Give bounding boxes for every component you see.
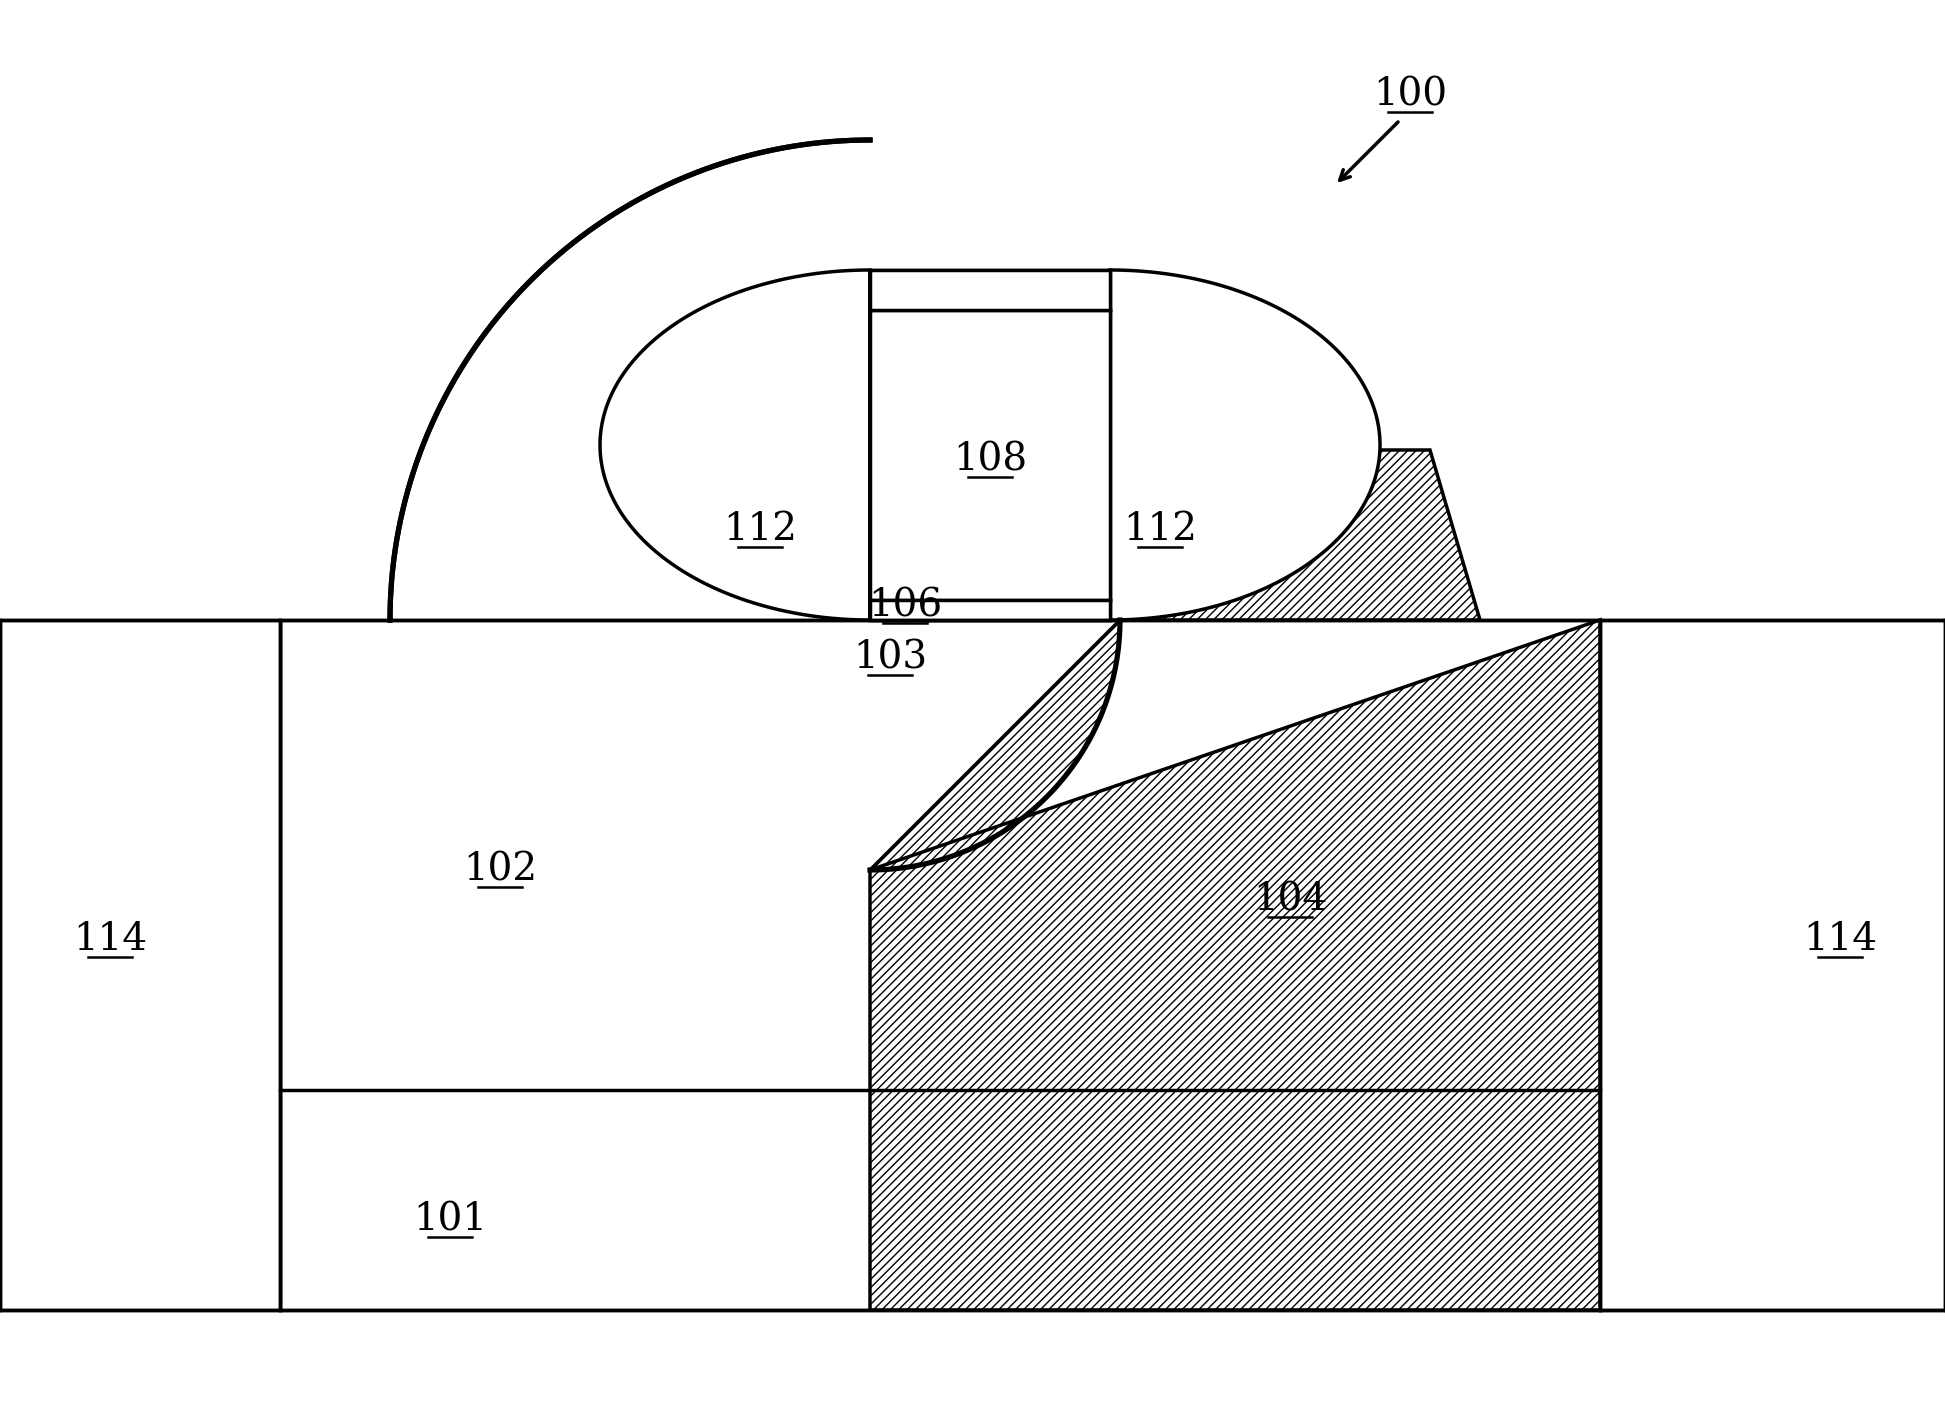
Text: 104: 104 [1253, 881, 1326, 918]
Bar [280, 620, 1601, 1309]
Text: 108: 108 [953, 442, 1027, 479]
Polygon shape [869, 620, 1601, 1309]
Bar [869, 310, 1111, 600]
Bar [869, 310, 1111, 600]
Text: 103: 103 [854, 639, 928, 676]
Bar [1601, 620, 1945, 1309]
Text: 100: 100 [1373, 76, 1447, 114]
Text: 112: 112 [1122, 511, 1196, 549]
Text: 106: 106 [867, 587, 941, 625]
Text: 101: 101 [412, 1201, 486, 1239]
Text: 112: 112 [724, 511, 797, 549]
Bar [869, 270, 1111, 310]
Bar [869, 270, 1111, 310]
Polygon shape [1114, 451, 1480, 620]
Polygon shape [1111, 270, 1381, 620]
Text: 114: 114 [72, 921, 148, 959]
Text: 114: 114 [1803, 921, 1877, 959]
Text: 102: 102 [463, 852, 537, 888]
Bar [869, 600, 1111, 620]
Polygon shape [599, 270, 869, 620]
Bar [0, 620, 280, 1309]
Bar [869, 600, 1111, 620]
